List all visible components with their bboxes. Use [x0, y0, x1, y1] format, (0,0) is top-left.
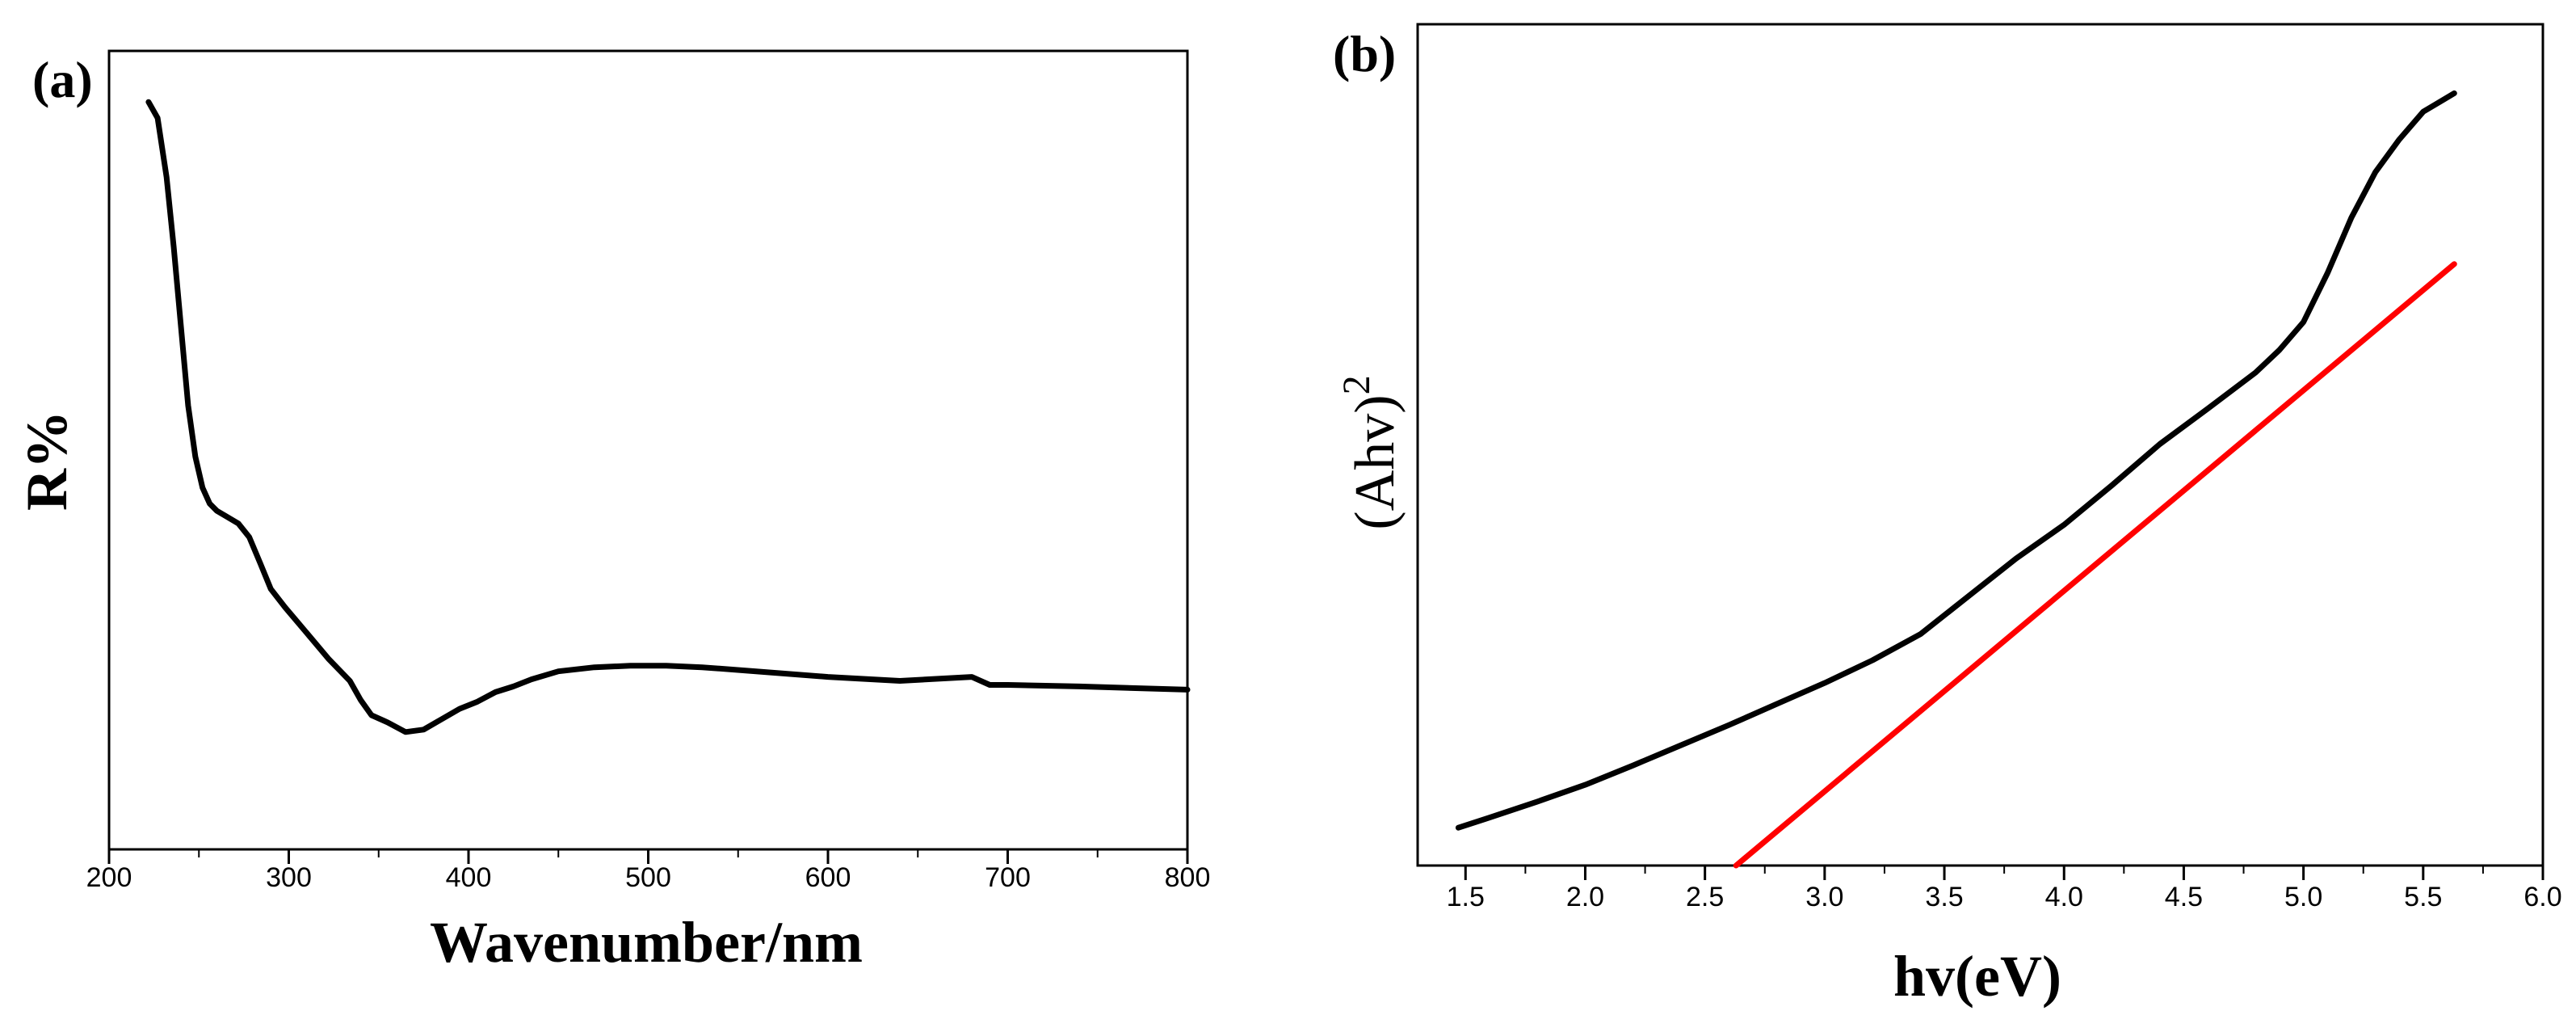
panel-a-frame — [107, 49, 1189, 851]
panel-a: 200 300 400 500 600 700 800 (a) Wavenumber/nm … — [15, 49, 1211, 975]
svg-text:(Ahv)2: (Ahv)2 — [1335, 375, 1406, 529]
panel-b-series — [1455, 90, 2457, 869]
panel-b-x-tick-label: 1.5 — [1447, 882, 1485, 912]
panel-a-series-line — [145, 99, 1191, 735]
panel-b-x-tick-label: 4.0 — [2045, 882, 2083, 912]
panel-b-x-tick-label: 3.5 — [1925, 882, 1963, 912]
panel-b-x-tick-labels: 1.5 2.0 2.5 3.0 3.5 4.0 4.5 5.0 5.5 6.0 — [1447, 882, 2562, 912]
panel-a-y-axis-title: R% — [15, 411, 79, 511]
panel-a-x-tick-label: 400 — [446, 862, 492, 893]
panel-b-series-fit-line — [1733, 261, 2457, 869]
panel-b: 1.5 2.0 2.5 3.0 3.5 4.0 4.5 5.0 5.5 6.0 (b) hv(eV… — [1333, 23, 2562, 1009]
panel-b-label: (b) — [1333, 25, 1396, 82]
panel-a-x-tick-label: 200 — [86, 862, 132, 893]
panel-b-frame — [1416, 23, 2544, 867]
panel-a-x-tick-label: 300 — [266, 862, 312, 893]
panel-b-x-tick-label: 3.0 — [1805, 882, 1843, 912]
panel-a-series — [145, 99, 1191, 735]
panel-a-x-ticks — [107, 849, 1189, 864]
panel-b-y-axis-title-superscript: 2 — [1335, 375, 1378, 394]
panel-b-y-axis-title: (Ahv)2 — [1335, 375, 1406, 529]
panel-b-x-tick-label: 6.0 — [2523, 882, 2561, 912]
panel-a-x-tick-labels: 200 300 400 500 600 700 800 — [86, 862, 1211, 893]
panel-a-x-tick-label: 700 — [985, 862, 1031, 893]
panel-b-series-line — [1455, 90, 2457, 831]
panel-b-x-tick-label: 2.0 — [1566, 882, 1604, 912]
panel-a-x-tick-label: 500 — [625, 862, 671, 893]
panel-b-x-tick-label: 5.0 — [2284, 882, 2322, 912]
panel-b-x-axis-title: hv(eV) — [1893, 944, 2061, 1009]
panel-b-x-tick-label: 2.5 — [1686, 882, 1724, 912]
panel-b-x-tick-label: 4.5 — [2165, 882, 2203, 912]
panel-a-x-tick-label: 600 — [805, 862, 851, 893]
panel-b-x-ticks — [1464, 866, 2544, 880]
panel-b-y-axis-title-base: (Ahv) — [1344, 394, 1406, 529]
panel-a-x-tick-label: 800 — [1165, 862, 1211, 893]
panel-a-x-axis-title: Wavenumber/nm — [430, 910, 863, 975]
panel-b-x-tick-label: 5.5 — [2404, 882, 2442, 912]
panel-a-label: (a) — [32, 51, 93, 108]
